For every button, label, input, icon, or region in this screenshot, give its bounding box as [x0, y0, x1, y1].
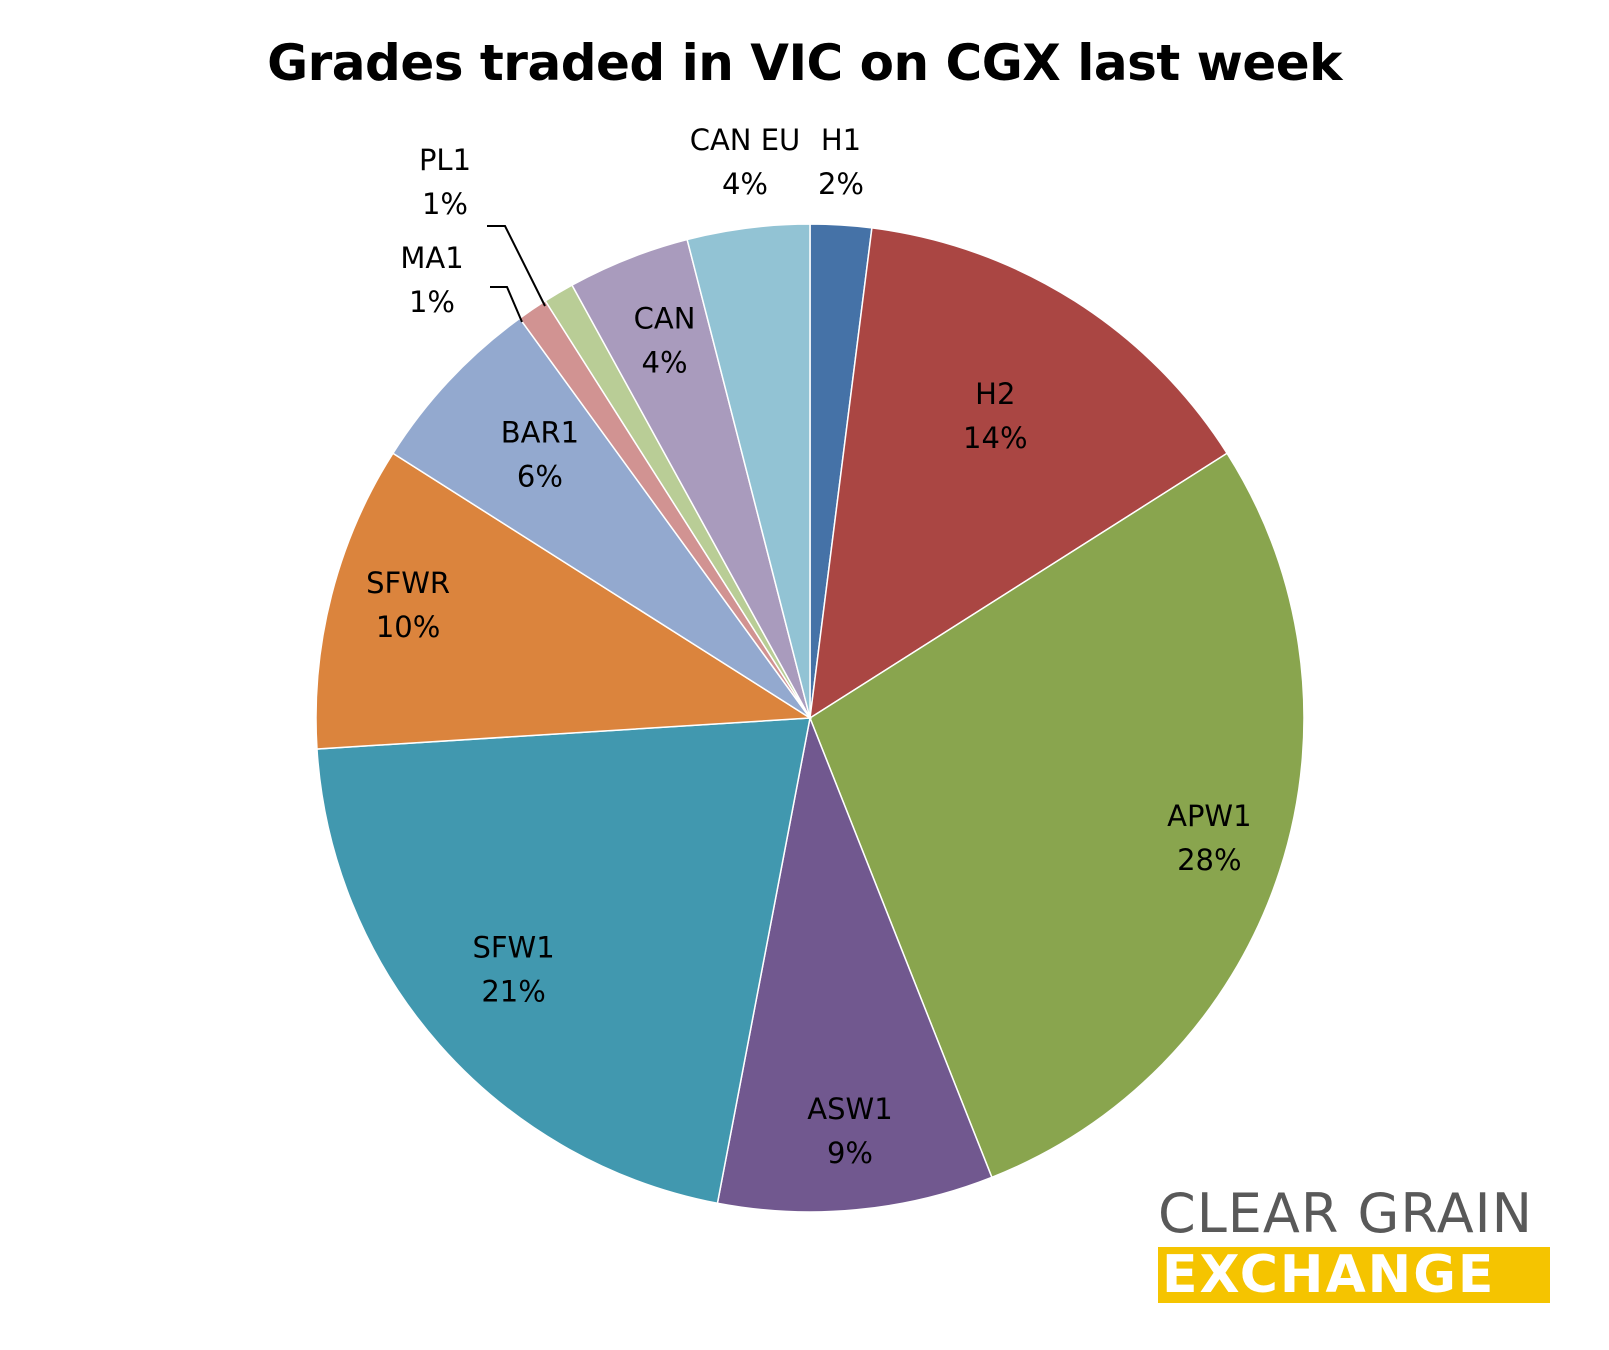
slice-percent-sfwr: 10% [376, 610, 440, 644]
slice-label-h1: H1 [821, 123, 861, 157]
slice-label-pl1: PL1 [419, 143, 471, 177]
slice-label-sfwr: SFWR [366, 566, 450, 600]
slice-can-eu [686, 223, 811, 719]
slice-label-can-eu: CAN EU [690, 123, 801, 157]
slice-percent-can-eu: 4% [722, 167, 768, 201]
slice-labels: H1 2% H2 14% APW1 28% ASW1 9% SFW1 21% SFWR 10% BAR1… [366, 123, 1251, 1170]
slice-label-sfw1: SFW1 [472, 930, 554, 964]
slice-asw1 [716, 715, 993, 1213]
leader-lines [487, 225, 546, 323]
slice-label-asw1: ASW1 [807, 1092, 892, 1126]
slice-label-apw1: APW1 [1167, 799, 1251, 833]
leader-line-ma1 [490, 286, 523, 323]
slice-percent-can: 4% [642, 346, 688, 380]
logo-line-exchange: EXCHANGE [1158, 1247, 1550, 1303]
logo-line-clear-grain: CLEAR GRAIN [1158, 1182, 1533, 1245]
slice-bar1 [391, 317, 811, 719]
slice-apw1 [809, 452, 1305, 1179]
slice-h2 [809, 227, 1229, 720]
slice-sfw1 [316, 717, 811, 1205]
slice-label-ma1: MA1 [400, 241, 463, 275]
chart-title: Grades traded in VIC on CGX last week [267, 34, 1342, 92]
slice-percent-h2: 14% [963, 421, 1027, 455]
slice-percent-h1: 2% [818, 167, 864, 201]
slice-percent-apw1: 28% [1177, 843, 1241, 877]
slice-percent-bar1: 6% [517, 459, 563, 493]
clear-grain-exchange-logo: CLEAR GRAIN EXCHANGE [1158, 1185, 1550, 1303]
pie-slices [315, 223, 1305, 1213]
slice-percent-sfw1: 21% [481, 974, 545, 1008]
slice-label-can: CAN [634, 302, 696, 336]
slice-label-bar1: BAR1 [501, 415, 579, 449]
slice-percent-ma1: 1% [409, 285, 455, 319]
slice-label-h2: H2 [975, 377, 1015, 411]
slice-percent-asw1: 9% [827, 1136, 873, 1170]
slice-percent-pl1: 1% [422, 187, 468, 221]
slice-sfwr [315, 452, 813, 750]
leader-line-pl1 [487, 225, 546, 307]
